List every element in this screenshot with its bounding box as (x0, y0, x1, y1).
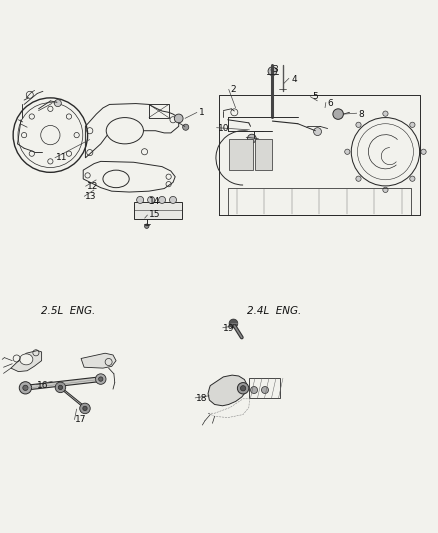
Text: 14: 14 (149, 197, 160, 206)
Text: 3: 3 (272, 65, 278, 74)
Circle shape (229, 319, 238, 328)
Text: 2: 2 (230, 85, 236, 94)
Text: 11: 11 (56, 154, 67, 163)
Text: 12: 12 (87, 182, 98, 191)
Text: 16: 16 (37, 381, 49, 390)
Circle shape (251, 386, 258, 393)
Text: 18: 18 (196, 394, 208, 403)
Circle shape (383, 111, 388, 116)
Circle shape (145, 224, 149, 229)
Polygon shape (59, 386, 87, 410)
Circle shape (170, 197, 177, 204)
Text: 1: 1 (199, 108, 205, 117)
Circle shape (54, 100, 61, 107)
Circle shape (183, 124, 189, 130)
Ellipse shape (106, 118, 143, 144)
Circle shape (58, 385, 63, 390)
Circle shape (23, 385, 28, 391)
Text: 6: 6 (328, 99, 333, 108)
Circle shape (247, 134, 256, 143)
Circle shape (80, 403, 90, 414)
Circle shape (83, 406, 87, 410)
Circle shape (410, 176, 415, 181)
Circle shape (383, 187, 388, 192)
Text: 19: 19 (223, 324, 235, 333)
Polygon shape (23, 377, 103, 390)
Polygon shape (208, 375, 247, 406)
Circle shape (99, 377, 103, 381)
Circle shape (410, 122, 415, 127)
Circle shape (240, 386, 246, 391)
Circle shape (95, 374, 106, 384)
FancyBboxPatch shape (229, 140, 253, 170)
Ellipse shape (20, 354, 33, 365)
Polygon shape (11, 351, 42, 372)
Circle shape (261, 386, 268, 393)
Circle shape (148, 197, 155, 204)
Text: 17: 17 (75, 415, 87, 424)
Text: 4: 4 (291, 75, 297, 84)
Polygon shape (81, 353, 116, 368)
Text: 13: 13 (85, 192, 97, 201)
Circle shape (19, 382, 32, 394)
Text: 5: 5 (312, 93, 318, 101)
Circle shape (314, 128, 321, 135)
Circle shape (55, 382, 66, 393)
Text: 10: 10 (218, 124, 229, 133)
Circle shape (237, 383, 249, 394)
Circle shape (268, 67, 277, 76)
Circle shape (421, 149, 426, 155)
Polygon shape (134, 201, 182, 219)
FancyBboxPatch shape (255, 140, 272, 170)
Circle shape (356, 176, 361, 181)
Circle shape (333, 109, 343, 119)
Circle shape (356, 122, 361, 127)
Circle shape (159, 197, 166, 204)
Text: 2.5L  ENG.: 2.5L ENG. (41, 306, 95, 316)
Circle shape (137, 197, 144, 204)
Text: 8: 8 (358, 110, 364, 118)
Text: 15: 15 (149, 211, 160, 219)
Circle shape (345, 149, 350, 155)
Text: 2.4L  ENG.: 2.4L ENG. (247, 306, 301, 316)
Circle shape (174, 114, 183, 123)
Ellipse shape (103, 170, 129, 188)
